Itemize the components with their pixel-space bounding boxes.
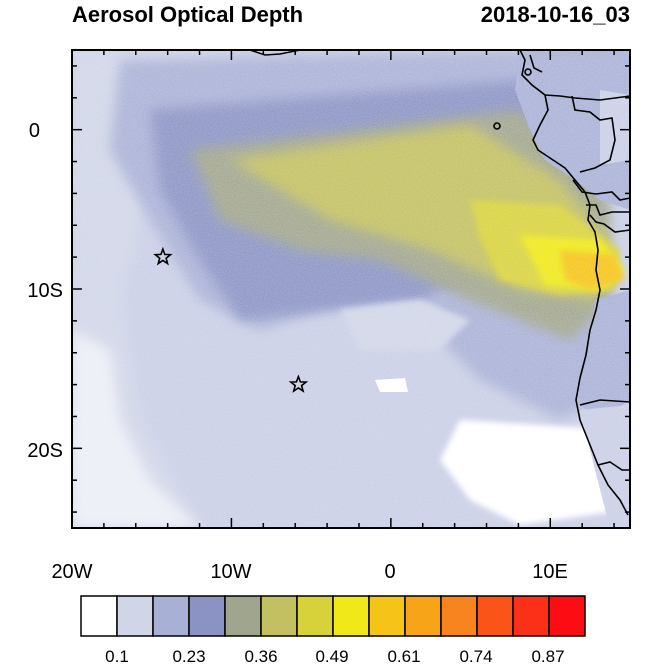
map-title: Aerosol Optical Depth xyxy=(72,2,303,27)
colorbar-swatch xyxy=(368,595,406,637)
colorbar-swatch xyxy=(116,595,154,637)
x-tick-label: 10W xyxy=(210,561,251,583)
colorbar-label: 0.61 xyxy=(387,647,420,666)
coastline-borders xyxy=(249,49,631,516)
colorbar-label: 0.36 xyxy=(244,647,277,666)
x-axis-labels: 20W 10W 0 10E xyxy=(51,561,567,583)
aod-field xyxy=(72,50,630,528)
colorbar-swatch xyxy=(332,595,370,637)
colorbar-swatch xyxy=(260,595,298,637)
colorbar-swatch xyxy=(224,595,262,637)
colorbar-label: 0.1 xyxy=(105,647,129,666)
colorbar-swatch xyxy=(152,595,190,637)
colorbar-swatch xyxy=(512,595,550,637)
colorbar-label: 0.74 xyxy=(459,647,492,666)
colorbar-swatch xyxy=(548,595,586,637)
y-tick-label: 10S xyxy=(27,280,63,302)
axis-ticks xyxy=(71,50,630,528)
y-axis-labels: 0 10S 20S xyxy=(27,120,63,462)
colorbar-swatch xyxy=(188,595,226,637)
x-tick-label: 0 xyxy=(384,561,395,583)
colorbar xyxy=(80,595,586,637)
colorbar-swatch xyxy=(476,595,514,637)
colorbar-swatch xyxy=(440,595,478,637)
colorbar-swatch xyxy=(404,595,442,637)
colorbar-swatch xyxy=(296,595,334,637)
star-marker-icon xyxy=(153,246,173,266)
star-marker-icon xyxy=(288,374,309,393)
colorbar-label: 0.49 xyxy=(315,647,348,666)
colorbar-swatch xyxy=(80,595,118,637)
x-tick-label: 20W xyxy=(51,561,92,583)
colorbar-label: 0.23 xyxy=(172,647,205,666)
y-tick-label: 20S xyxy=(27,440,63,462)
station-markers xyxy=(153,246,309,393)
colorbar-labels: 0.1 0.23 0.36 0.49 0.61 0.74 0.87 xyxy=(105,647,564,666)
colorbar-label: 0.87 xyxy=(531,647,564,666)
map-timestamp: 2018-10-16_03 xyxy=(481,2,630,27)
y-tick-label: 0 xyxy=(29,120,40,142)
x-tick-label: 10E xyxy=(532,561,568,583)
